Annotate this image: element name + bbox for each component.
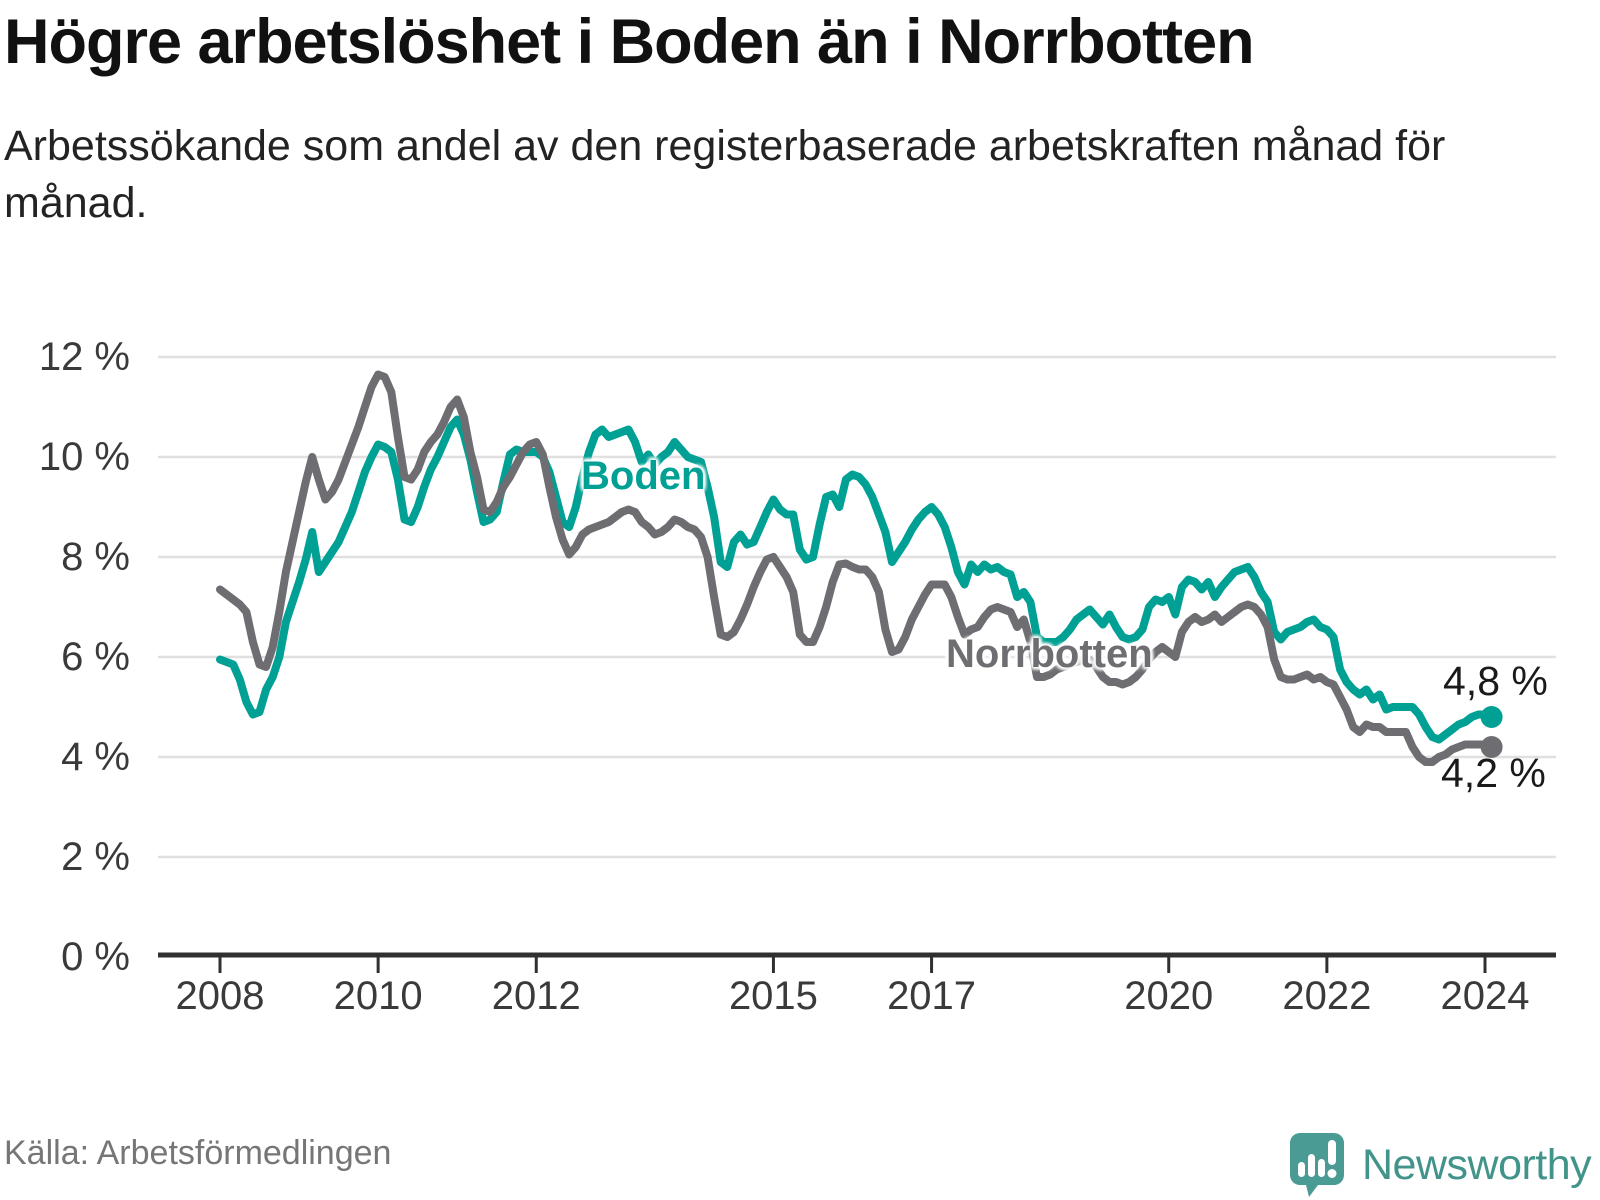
x-tick-label-2010: 2010 bbox=[333, 974, 423, 1018]
y-tick-label-4: 4 % bbox=[61, 735, 130, 779]
y-tick-label-12: 12 % bbox=[38, 335, 130, 379]
x-tick-label-2015: 2015 bbox=[728, 974, 818, 1018]
newsworthy-logo-icon bbox=[1290, 1133, 1344, 1197]
boden-line bbox=[216, 415, 1496, 744]
chart-subtitle: Arbetssökande som andel av den registerb… bbox=[4, 122, 1446, 228]
x-tick-label-2012: 2012 bbox=[491, 974, 581, 1018]
x-tick-label-2017: 2017 bbox=[887, 974, 977, 1018]
x-tick-label-2008: 2008 bbox=[175, 974, 265, 1018]
newsworthy-brand-text: Newsworthy bbox=[1362, 1140, 1592, 1189]
boden-end-dot bbox=[1480, 706, 1503, 728]
y-tick-label-6: 6 % bbox=[61, 635, 130, 679]
x-tick-label-2020: 2020 bbox=[1124, 974, 1214, 1018]
source-note: Källa: Arbetsförmedlingen bbox=[4, 1134, 392, 1172]
y-tick-label-0: 0 % bbox=[61, 935, 130, 979]
chart-title: Högre arbetslöshet i Boden än i Norrbott… bbox=[4, 7, 1255, 77]
norrbotten-end-value-label: 4,2 % bbox=[1441, 750, 1546, 796]
norrbotten-series-label: Norrbotten bbox=[946, 632, 1153, 676]
norrbotten-line bbox=[216, 370, 1496, 766]
y-tick-label-8: 8 % bbox=[61, 535, 130, 579]
x-tick-label-2024: 2024 bbox=[1440, 974, 1530, 1018]
boden-end-value-label: 4,8 % bbox=[1443, 658, 1548, 704]
y-tick-label-10: 10 % bbox=[38, 435, 130, 479]
boden-series-label: Boden bbox=[581, 454, 706, 498]
x-tick-label-2022: 2022 bbox=[1282, 974, 1372, 1018]
newsworthy-brand: Newsworthy bbox=[1288, 1132, 1592, 1198]
y-tick-label-2: 2 % bbox=[61, 835, 130, 879]
